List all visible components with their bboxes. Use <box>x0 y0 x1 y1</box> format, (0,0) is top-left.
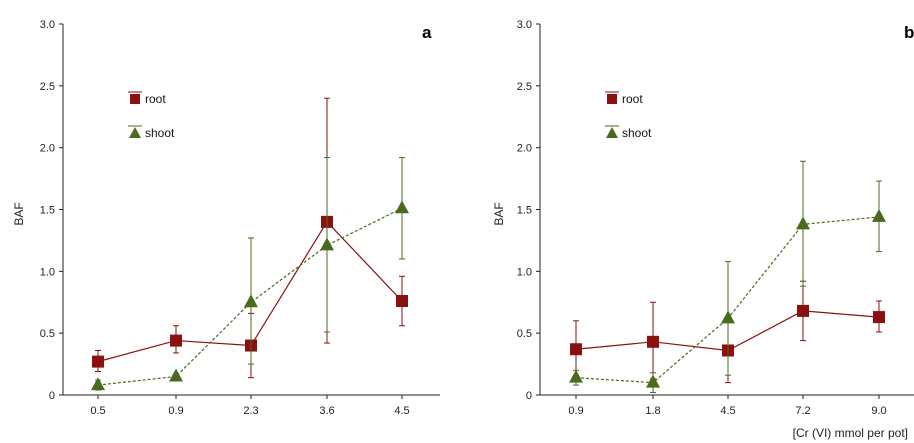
x-tick-label: 7.2 <box>795 405 810 417</box>
root-point <box>797 304 809 317</box>
x-tick-label: 3.6 <box>319 405 334 417</box>
y-tick-label: 1.5 <box>40 205 55 217</box>
shoot-point <box>872 208 886 222</box>
x-axis-label: [Cr (VI) mmol per pot] <box>793 426 908 440</box>
y-tick-label: 0.5 <box>517 328 532 340</box>
shoot-point <box>796 216 810 230</box>
legend-label-root: root <box>145 92 166 106</box>
legend-swatch-root <box>130 94 140 104</box>
shoot-point <box>244 294 258 308</box>
root-point <box>570 343 582 356</box>
legend-swatch-root <box>607 94 617 104</box>
y-tick-label: 1.0 <box>40 266 55 278</box>
x-tick-label: 9.0 <box>871 405 886 417</box>
root-point <box>92 355 104 368</box>
legend-label-shoot: shoot <box>145 126 175 140</box>
shoot-series-line <box>97 207 403 386</box>
x-tick-label: 0.5 <box>90 405 105 417</box>
y-tick-label: 1.0 <box>517 266 532 278</box>
y-axis-label: BAF <box>12 202 26 225</box>
y-tick-label: 2.0 <box>517 143 532 155</box>
panel-b: b BAF [Cr (VI) mmol per pot] 0 0.5 1.0 1.5 2… <box>492 19 914 440</box>
shoot-point <box>169 368 183 382</box>
x-tick-label: 1.8 <box>645 405 660 417</box>
y-axis-label: BAF <box>492 202 506 225</box>
shoot-point <box>721 310 735 324</box>
root-point <box>873 311 885 324</box>
shoot-point <box>320 237 334 251</box>
y-tick-label: 0 <box>49 390 55 402</box>
x-tick-label: 0.9 <box>568 405 583 417</box>
root-point <box>647 335 659 348</box>
panel-label: a <box>422 23 432 42</box>
legend-swatch-shoot <box>129 127 141 138</box>
y-tick-label: 2.5 <box>517 81 532 93</box>
y-tick-label: 2.5 <box>40 81 55 93</box>
y-tick-label: 1.5 <box>517 205 532 217</box>
x-tick-label: 4.5 <box>720 405 735 417</box>
y-tick-label: 2.0 <box>40 143 55 155</box>
x-tick-label: 4.5 <box>394 405 409 417</box>
y-tick-label: 0 <box>526 390 532 402</box>
legend-label-shoot: shoot <box>622 126 652 140</box>
x-tick-label: 2.3 <box>243 405 258 417</box>
shoot-point <box>91 377 105 391</box>
y-tick-label: 3.0 <box>517 19 532 31</box>
legend-swatch-shoot <box>606 127 618 138</box>
y-tick-label: 3.0 <box>40 19 55 31</box>
root-point <box>396 295 408 308</box>
x-tick-label: 0.9 <box>168 405 183 417</box>
panel-label: b <box>904 23 914 42</box>
shoot-point <box>569 369 583 383</box>
shoot-point <box>395 200 409 214</box>
legend-label-root: root <box>622 92 643 106</box>
y-tick-label: 0.5 <box>40 328 55 340</box>
panel-a: a BAF 0 0.5 1.0 1.5 2.0 2.5 3.0 0.5 0.9 2.3 3.6 4.5… <box>12 19 440 417</box>
root-point <box>170 334 182 347</box>
shoot-point <box>646 374 660 388</box>
